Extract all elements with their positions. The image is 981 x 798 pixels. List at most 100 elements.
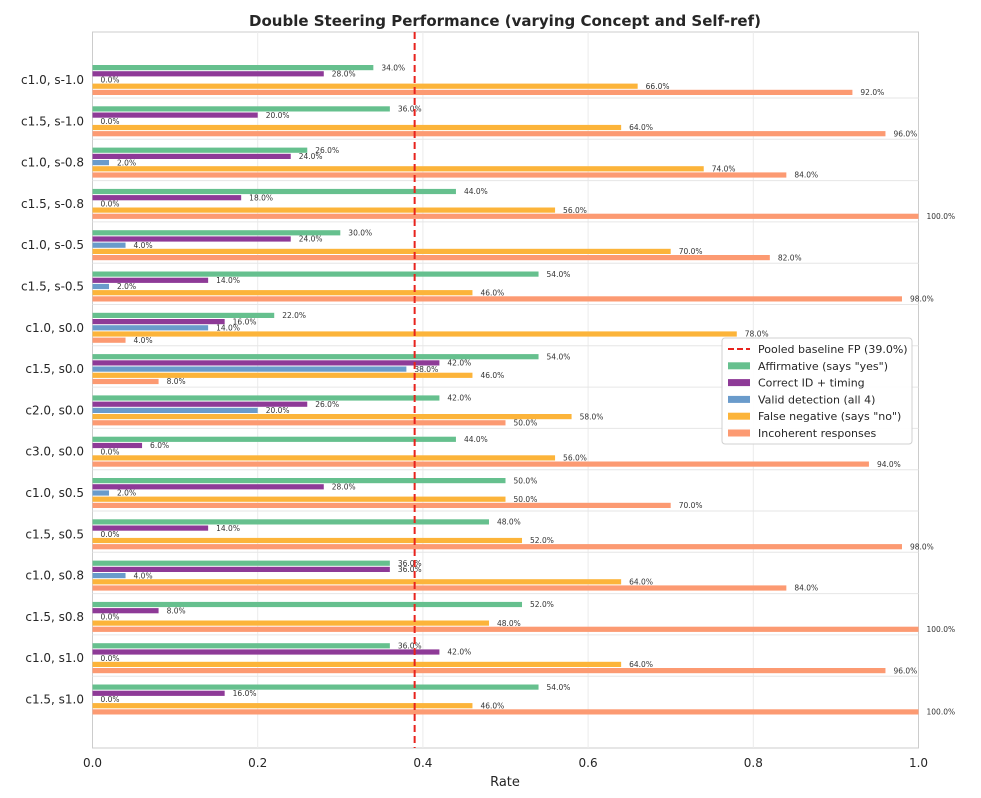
y-tick-label: c1.0, s0.5 [25, 486, 84, 500]
data-label: 2.0% [117, 282, 136, 291]
data-label: 70.0% [679, 501, 703, 510]
data-label: 92.0% [860, 88, 884, 97]
data-label: 70.0% [679, 247, 703, 256]
bar [92, 455, 556, 461]
bar [92, 401, 308, 407]
data-label: 36.0% [398, 642, 422, 651]
bar [92, 585, 787, 591]
data-label: 22.0% [282, 311, 306, 320]
bar [92, 649, 440, 655]
bar [92, 668, 886, 674]
bar [92, 271, 539, 277]
data-label: 38.0% [414, 365, 438, 374]
bar [92, 207, 556, 213]
data-label: 96.0% [893, 666, 917, 675]
data-label: 46.0% [480, 288, 504, 297]
bar [92, 337, 126, 343]
bar [92, 65, 374, 71]
data-label: 24.0% [299, 235, 323, 244]
legend-box [721, 337, 913, 445]
bar [92, 484, 324, 490]
data-label: 4.0% [134, 571, 153, 580]
data-label: 58.0% [580, 412, 604, 421]
y-tick-label: c1.5, s-0.5 [21, 280, 84, 294]
bar [92, 414, 572, 420]
legend-label: Pooled baseline FP (39.0%) [758, 343, 908, 356]
data-label: 100.0% [927, 708, 956, 717]
data-label: 52.0% [530, 536, 554, 545]
bar [92, 496, 506, 502]
data-label: 0.0% [101, 654, 120, 663]
bar [92, 601, 523, 608]
data-label: 48.0% [497, 518, 521, 527]
data-label: 36.0% [398, 565, 422, 574]
data-label: 64.0% [629, 123, 653, 132]
bar [92, 643, 390, 649]
legend-swatch [728, 362, 750, 370]
data-label: 50.0% [514, 495, 538, 504]
y-tick-label: c1.0, s-1.0 [21, 73, 84, 87]
legend-label: Incoherent responses [758, 427, 877, 440]
y-gridlines [92, 97, 919, 677]
data-label: 30.0% [348, 229, 372, 238]
bar [92, 525, 209, 531]
data-label: 42.0% [447, 359, 471, 368]
bar [92, 372, 473, 378]
data-label: 34.0% [381, 63, 405, 72]
legend-label: Correct ID + timing [758, 377, 865, 390]
bar [92, 378, 159, 385]
bar [92, 195, 242, 201]
y-tick-label: c1.0, s-0.5 [21, 238, 84, 252]
bar [92, 442, 143, 449]
data-label: 36.0% [398, 105, 422, 114]
bar [92, 236, 291, 242]
data-label: 0.0% [101, 695, 120, 704]
data-label: 56.0% [563, 206, 587, 215]
x-tick-label: 1.0 [909, 756, 928, 770]
data-label: 54.0% [547, 352, 571, 361]
bar [92, 283, 110, 290]
data-label: 98.0% [910, 295, 934, 304]
data-label: 24.0% [299, 152, 323, 161]
y-tick-label: c1.5, s-1.0 [21, 114, 84, 128]
bar [92, 395, 440, 401]
bar [92, 436, 456, 442]
data-label: 94.0% [877, 460, 901, 469]
data-label: 8.0% [167, 606, 186, 615]
data-label: 74.0% [712, 165, 736, 174]
legend-swatch [728, 412, 750, 420]
bar [92, 573, 126, 579]
bar [92, 147, 308, 153]
y-tick-label: c1.0, s0.0 [25, 321, 84, 335]
bar [92, 502, 671, 508]
data-label: 26.0% [315, 400, 339, 409]
bar [92, 579, 622, 585]
data-label: 14.0% [216, 324, 240, 333]
data-label: 0.0% [101, 117, 120, 126]
data-label: 20.0% [266, 111, 290, 120]
legend-swatch [728, 395, 750, 403]
bar [92, 89, 853, 95]
legend-swatch [728, 429, 750, 437]
legend-swatch [728, 379, 750, 387]
bar [92, 461, 869, 467]
y-tick-label: c1.5, s0.0 [25, 362, 84, 376]
data-label: 66.0% [646, 82, 670, 91]
data-label: 50.0% [514, 476, 538, 485]
data-label: 20.0% [266, 406, 290, 415]
bar [92, 172, 787, 178]
bar [92, 160, 110, 166]
bar [92, 290, 473, 296]
bar [92, 325, 209, 331]
data-label: 0.0% [101, 530, 120, 539]
bar [92, 544, 902, 550]
bar [92, 112, 258, 118]
bar [92, 560, 390, 566]
bar [92, 661, 622, 667]
bar [92, 690, 225, 696]
data-label: 44.0% [464, 435, 488, 444]
data-label: 28.0% [332, 70, 356, 79]
bar [92, 83, 638, 89]
bar [92, 703, 473, 709]
